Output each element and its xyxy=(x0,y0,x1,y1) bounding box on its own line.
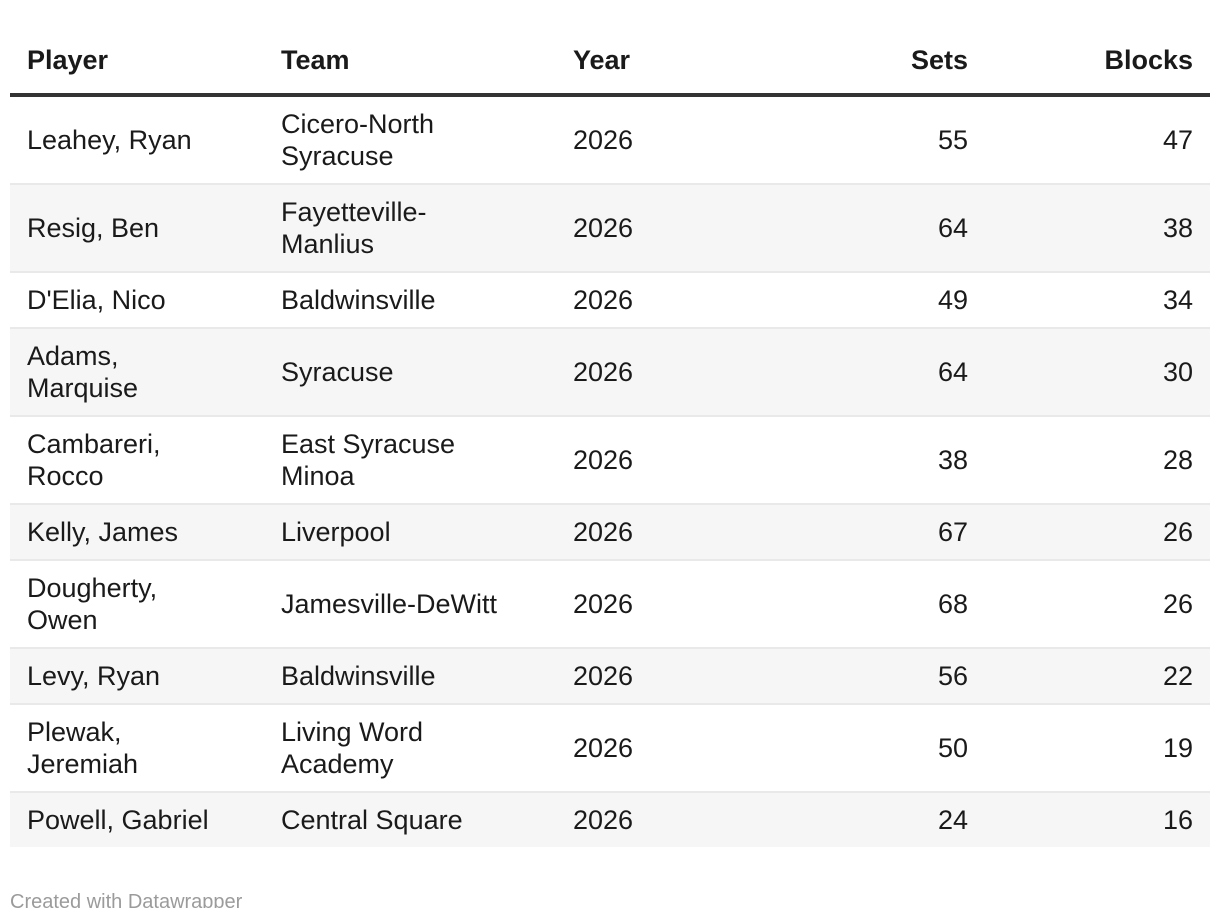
cell-year: 2026 xyxy=(573,589,634,619)
cell-blocks: 30 xyxy=(1162,357,1193,387)
cell-team: Syracuse xyxy=(281,357,394,387)
cell-sets: 64 xyxy=(937,357,968,387)
cell-year: 2026 xyxy=(573,733,634,763)
cell-sets: 55 xyxy=(937,125,968,155)
cell-blocks: 26 xyxy=(1162,517,1193,547)
column-header-player: Player xyxy=(10,26,264,97)
cell-sets: 24 xyxy=(937,805,968,835)
table-row: Dougherty, Owen Jamesville-DeWitt 2026 68 26 xyxy=(10,560,1210,648)
cell-player: Levy, Ryan xyxy=(27,661,161,691)
cell-team: Liverpool xyxy=(281,517,391,547)
cell-blocks: 22 xyxy=(1162,661,1193,691)
table-row: Kelly, James Liverpool 2026 67 26 xyxy=(10,504,1210,560)
cell-year: 2026 xyxy=(573,661,634,691)
table-row: Cambareri, Rocco East Syracuse Minoa 2026 3… xyxy=(10,416,1210,504)
cell-blocks: 47 xyxy=(1162,125,1193,155)
cell-player: Powell, Gabriel xyxy=(27,805,209,835)
table-row: Resig, Ben Fayetteville- Manlius 2026 64 38 xyxy=(10,184,1210,272)
table-row: Adams, Marquise Syracuse 2026 64 30 xyxy=(10,328,1210,416)
cell-team: Central Square xyxy=(281,805,463,835)
cell-team: Cicero-North Syracuse xyxy=(281,109,435,171)
table-row: Levy, Ryan Baldwinsville 2026 56 22 xyxy=(10,648,1210,704)
table-row: Leahey, Ryan Cicero-North Syracuse 2026 55 4… xyxy=(10,95,1210,184)
header-row: Player Team Year Sets Blocks xyxy=(10,26,1210,97)
cell-year: 2026 xyxy=(573,213,634,243)
cell-blocks: 38 xyxy=(1162,213,1193,243)
stats-table: Player Team Year Sets Blocks Leahey, Ryan Cic… xyxy=(10,26,1210,847)
datawrapper-credit-link[interactable]: Created with Datawrapper xyxy=(10,891,243,908)
cell-team: East Syracuse Minoa xyxy=(281,429,456,491)
cell-team: Jamesville-DeWitt xyxy=(281,589,498,619)
cell-blocks: 28 xyxy=(1162,445,1193,475)
cell-blocks: 16 xyxy=(1162,805,1193,835)
column-header-team: Team xyxy=(264,26,556,97)
cell-player: Kelly, James xyxy=(27,517,179,547)
cell-sets: 56 xyxy=(937,661,968,691)
cell-player: Cambareri, Rocco xyxy=(27,429,161,491)
cell-year: 2026 xyxy=(573,357,634,387)
cell-sets: 67 xyxy=(937,517,968,547)
table-row: D'Elia, Nico Baldwinsville 2026 49 34 xyxy=(10,272,1210,328)
column-header-blocks: Blocks xyxy=(985,26,1210,97)
cell-team: Baldwinsville xyxy=(281,285,436,315)
cell-year: 2026 xyxy=(573,445,634,475)
cell-sets: 64 xyxy=(937,213,968,243)
cell-player: Leahey, Ryan xyxy=(27,125,192,155)
cell-team: Living Word Academy xyxy=(281,717,424,779)
cell-player: Dougherty, Owen xyxy=(27,573,158,635)
cell-team: Fayetteville- Manlius xyxy=(281,197,427,259)
cell-player: Plewak, Jeremiah xyxy=(27,717,139,779)
cell-sets: 38 xyxy=(937,445,968,475)
cell-blocks: 19 xyxy=(1162,733,1193,763)
cell-player: D'Elia, Nico xyxy=(27,285,166,315)
cell-sets: 68 xyxy=(937,589,968,619)
column-header-year: Year xyxy=(556,26,760,97)
cell-year: 2026 xyxy=(573,517,634,547)
cell-blocks: 34 xyxy=(1162,285,1193,315)
cell-player: Resig, Ben xyxy=(27,213,160,243)
cell-year: 2026 xyxy=(573,125,634,155)
column-header-sets: Sets xyxy=(760,26,985,97)
cell-sets: 50 xyxy=(937,733,968,763)
cell-year: 2026 xyxy=(573,805,634,835)
table-body: Leahey, Ryan Cicero-North Syracuse 2026 55 4… xyxy=(10,95,1210,847)
cell-year: 2026 xyxy=(573,285,634,315)
cell-sets: 49 xyxy=(937,285,968,315)
table-row: Powell, Gabriel Central Square 2026 24 16 xyxy=(10,792,1210,847)
cell-blocks: 26 xyxy=(1162,589,1193,619)
chart-footer: Created with Datawrapper xyxy=(10,889,1210,908)
cell-team: Baldwinsville xyxy=(281,661,436,691)
table-row: Plewak, Jeremiah Living Word Academy 2026 5… xyxy=(10,704,1210,792)
cell-player: Adams, Marquise xyxy=(27,341,139,403)
